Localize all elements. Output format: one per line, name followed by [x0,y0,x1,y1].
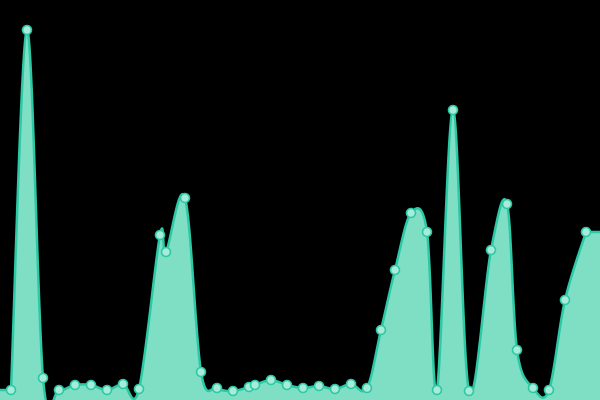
data-point-marker [5,384,17,396]
data-point-markers [5,24,592,397]
data-point-marker [431,384,443,396]
data-point-marker [85,379,97,391]
area-fill-region [0,29,600,400]
data-point-marker [559,294,571,306]
data-point-marker [329,383,341,395]
data-point-marker [463,385,475,397]
data-point-marker [447,104,459,116]
data-point-marker [160,246,172,258]
data-point-marker [21,24,33,36]
data-point-marker [37,372,49,384]
data-point-marker [580,226,592,238]
data-point-marker [345,378,357,390]
data-point-marker [249,379,261,391]
data-point-marker [179,192,191,204]
data-point-marker [527,382,539,394]
data-point-marker [389,264,401,276]
data-point-marker [375,324,387,336]
data-point-marker [154,229,166,241]
data-point-marker [117,378,129,390]
data-point-marker [421,226,433,238]
data-point-marker [69,379,81,391]
data-point-marker [405,207,417,219]
data-point-marker [211,382,223,394]
data-point-marker [227,385,239,397]
data-point-marker [485,244,497,256]
data-point-marker [53,384,65,396]
data-point-marker [313,380,325,392]
data-point-marker [101,384,113,396]
data-point-marker [361,382,373,394]
data-point-marker [281,379,293,391]
data-point-marker [195,366,207,378]
data-point-marker [501,198,513,210]
data-point-marker [265,374,277,386]
data-point-marker [511,344,523,356]
data-point-marker [543,384,555,396]
data-point-marker [297,382,309,394]
data-point-marker [133,383,145,395]
